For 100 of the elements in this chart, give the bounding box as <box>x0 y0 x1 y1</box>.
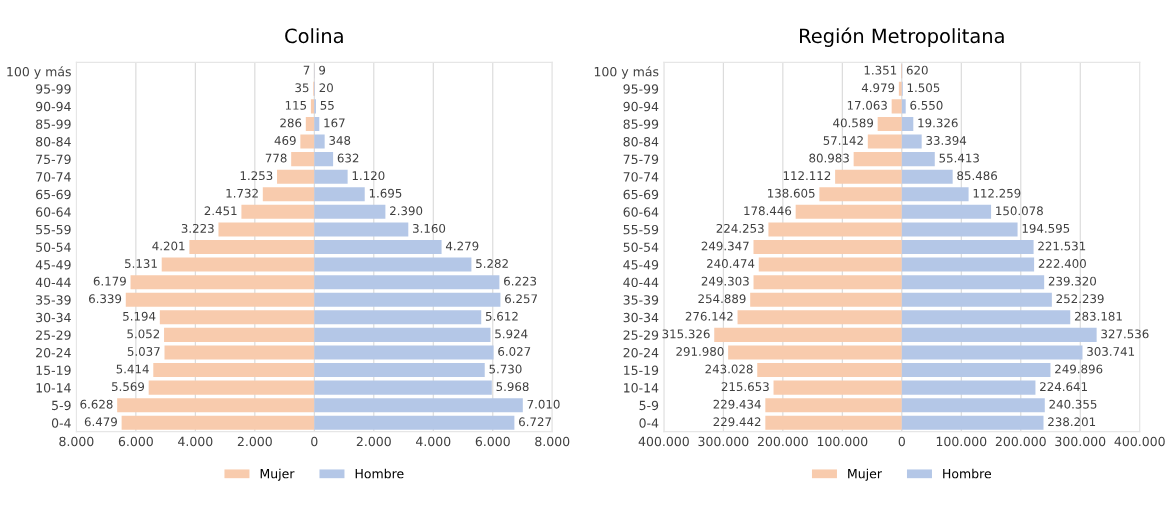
data-label: 229.442 <box>713 417 761 427</box>
data-label: 17.063 <box>847 100 887 110</box>
data-label: 315.326 <box>662 329 710 339</box>
data-label: 5.730 <box>489 364 522 374</box>
y-tick-label: 10-14 <box>624 383 659 393</box>
chart-title: Región Metropolitana <box>800 27 1004 47</box>
y-tick-label: 100 y más <box>7 66 71 79</box>
x-tick-label: 6.000 <box>475 436 510 447</box>
y-tick-label: 15-19 <box>36 365 71 375</box>
data-label: 1.732 <box>226 188 258 198</box>
data-label: 1.253 <box>240 171 273 181</box>
data-label: 5.194 <box>123 311 156 321</box>
x-tick-label: 100.000 <box>936 436 987 447</box>
y-tick-label: 55-59 <box>36 224 71 235</box>
x-tick-label: 2.000 <box>356 436 391 447</box>
data-label: 632 <box>337 153 359 163</box>
legend-label: Mujer <box>848 468 882 481</box>
legend-label: Mujer <box>260 468 295 481</box>
y-tick-label: 50-54 <box>36 242 71 252</box>
y-tick-label: 5-9 <box>52 400 71 411</box>
data-label: 778 <box>265 153 287 163</box>
data-label: 6.479 <box>84 417 117 427</box>
data-label: 1.351 <box>864 65 897 75</box>
x-tick-label: 6.000 <box>118 436 153 447</box>
y-tick-label: 95-99 <box>623 84 659 94</box>
data-label: 5.968 <box>496 382 529 392</box>
data-label: 57.142 <box>823 136 863 145</box>
y-tick-label: 75-79 <box>623 154 659 165</box>
x-tick-label: 8.000 <box>535 436 570 447</box>
data-label: 240.355 <box>1049 399 1097 409</box>
y-tick-label: 5-9 <box>639 400 659 411</box>
y-tick-label: 45-49 <box>623 260 659 270</box>
data-label: 6.027 <box>498 346 531 356</box>
y-tick-label: 90-94 <box>35 101 71 112</box>
data-label: 6.628 <box>80 399 113 409</box>
data-label: 222.400 <box>1038 259 1086 269</box>
y-tick-label: 100 y más <box>594 66 659 79</box>
data-label: 7 <box>303 65 310 75</box>
data-label: 80.983 <box>809 153 849 163</box>
x-tick-label: 4.000 <box>416 436 451 447</box>
x-tick-label: 0 <box>898 436 905 447</box>
data-label: 254.889 <box>698 294 746 304</box>
data-label: 4.979 <box>861 83 895 93</box>
data-label: 35 <box>295 83 309 93</box>
data-label: 9 <box>319 65 326 75</box>
data-label: 5.924 <box>495 329 528 339</box>
y-tick-label: 80-84 <box>36 136 71 147</box>
data-label: 40.589 <box>833 118 874 128</box>
data-label: 291.980 <box>676 346 724 356</box>
y-tick-label: 0-4 <box>51 418 71 428</box>
y-tick-label: 0-4 <box>639 418 659 428</box>
data-label: 249.347 <box>701 241 749 251</box>
data-label: 620 <box>906 65 928 75</box>
data-label: 303.741 <box>1087 346 1135 356</box>
data-label: 112.259 <box>973 188 1021 198</box>
x-tick-label: 8.000 <box>59 436 94 447</box>
x-tick-label: 200.000 <box>995 436 1046 447</box>
data-label: 5.414 <box>116 364 149 374</box>
data-label: 2.451 <box>204 206 237 216</box>
y-tick-label: 10-14 <box>36 383 71 393</box>
y-tick-label: 15-19 <box>624 365 659 375</box>
data-label: 55 <box>320 101 334 110</box>
data-label: 3.160 <box>413 223 446 233</box>
y-tick-label: 25-29 <box>36 330 71 340</box>
data-label: 249.303 <box>701 276 749 286</box>
y-tick-label: 85-99 <box>36 119 71 129</box>
data-label: 5.569 <box>111 382 145 392</box>
y-tick-label: 50-54 <box>623 242 659 252</box>
data-label: 249.896 <box>1055 364 1103 374</box>
data-label: 5.037 <box>127 346 160 356</box>
y-tick-label: 60-64 <box>36 207 71 217</box>
data-label: 6.727 <box>519 417 551 427</box>
data-label: 221.531 <box>1038 241 1086 251</box>
x-tick-label: 300.000 <box>698 436 749 447</box>
y-tick-label: 65-69 <box>623 189 659 200</box>
data-label: 194.595 <box>1022 223 1070 233</box>
y-tick-label: 55-59 <box>623 224 659 235</box>
data-label: 167 <box>324 118 345 128</box>
x-tick-label: 400.000 <box>1114 436 1165 447</box>
y-tick-label: 20-24 <box>623 347 659 358</box>
data-label: 239.320 <box>1048 276 1097 286</box>
data-label: 85.486 <box>957 171 998 181</box>
y-tick-label: 70-74 <box>623 172 659 182</box>
y-tick-label: 30-34 <box>623 312 659 323</box>
data-label: 5.612 <box>485 311 518 321</box>
data-label: 286 <box>280 118 302 128</box>
data-label: 215.653 <box>721 382 769 392</box>
data-label: 276.142 <box>685 311 733 321</box>
data-label: 178.446 <box>744 206 792 216</box>
y-tick-label: 35-39 <box>623 295 659 305</box>
x-tick-label: 300.000 <box>1055 436 1106 447</box>
data-label: 112.112 <box>783 171 831 180</box>
data-label: 2.390 <box>390 206 423 216</box>
data-label: 5.282 <box>476 259 508 269</box>
data-label: 33.394 <box>926 136 967 145</box>
y-tick-label: 70-74 <box>36 172 71 182</box>
x-tick-label: 200.000 <box>757 436 808 447</box>
data-label: 6.223 <box>504 276 537 286</box>
y-tick-label: 80-84 <box>623 136 659 147</box>
data-label: 229.434 <box>713 399 761 409</box>
